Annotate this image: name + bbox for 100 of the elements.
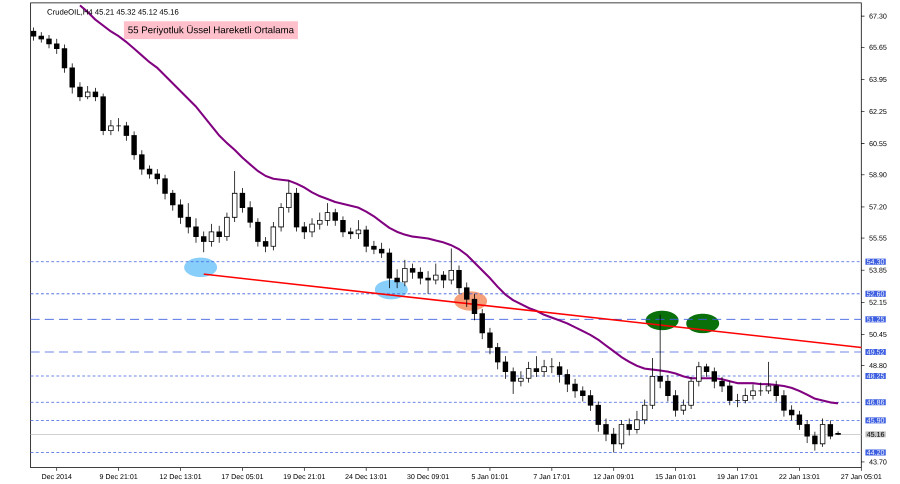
candlestick: [657, 314, 663, 389]
candlestick: [62, 44, 68, 74]
candlestick: [440, 270, 446, 289]
candlestick: [378, 242, 384, 258]
candlestick: [588, 390, 594, 412]
candlestick: [363, 225, 369, 253]
candlestick: [526, 361, 532, 383]
candlestick: [162, 174, 168, 200]
candlestick: [139, 150, 145, 176]
candlestick: [247, 200, 253, 228]
candlestick: [796, 410, 802, 430]
candlestick: [541, 360, 547, 378]
candlestick: [77, 82, 83, 102]
candlestick: [232, 170, 238, 222]
candlestick: [108, 120, 114, 136]
candlestick: [340, 216, 346, 238]
candlestick: [193, 218, 199, 244]
candlestick: [804, 420, 810, 444]
candlestick: [712, 367, 718, 389]
candlestick: [727, 380, 732, 406]
candlestick: [626, 418, 632, 436]
candlestick: [572, 378, 578, 398]
candlestick: [456, 265, 462, 294]
candlestick: [208, 223, 214, 247]
candlestick: [766, 361, 772, 394]
candlestick: [255, 218, 261, 247]
candlestick: [410, 263, 416, 280]
candlestick: [734, 394, 740, 408]
candlestick: [688, 376, 694, 410]
candlestick: [781, 390, 787, 417]
candlestick: [742, 388, 748, 404]
candlestick: [820, 418, 826, 448]
candlestick: [487, 327, 493, 355]
candlestick: [448, 248, 454, 285]
candlestick: [773, 380, 779, 402]
candlestick: [84, 86, 90, 100]
candlestick: [828, 420, 834, 440]
candlestick: [596, 401, 601, 432]
candlestick: [324, 202, 330, 226]
candlestick: [564, 368, 570, 392]
candlestick: [750, 384, 756, 400]
candlestick: [154, 168, 160, 185]
candlestick: [611, 428, 616, 453]
candlestick: [286, 180, 292, 213]
candlestick: [262, 236, 268, 253]
candlestick: [704, 363, 710, 378]
candlestick: [270, 222, 276, 251]
candlestick: [38, 32, 44, 43]
candlestick: [603, 418, 609, 442]
candlestick: [502, 356, 508, 380]
candlestick: [812, 431, 818, 451]
candlestick: [46, 34, 52, 49]
candlestick: [480, 308, 485, 340]
candlestick: [758, 382, 764, 396]
candlestick: [518, 370, 524, 387]
candlestick: [131, 130, 137, 160]
candlestick: [146, 164, 152, 179]
candlestick: [302, 222, 308, 240]
candlestick: [494, 342, 500, 370]
candlestick: [186, 202, 191, 234]
candlestick: [510, 367, 516, 394]
candlestick: [472, 293, 478, 321]
candlestick: [332, 208, 338, 226]
candlestick: [665, 374, 671, 402]
candlestick: [642, 399, 648, 425]
candlestick: [634, 410, 640, 434]
candlestick: [549, 358, 555, 374]
candlestick: [672, 390, 678, 417]
candlestick: [433, 263, 439, 285]
candlestick: [371, 240, 377, 254]
candlestick: [348, 227, 354, 240]
annotation: 55 Periyotluk Üssel Hareketli Ortalama: [128, 25, 294, 36]
candlestick: [534, 356, 540, 378]
candlestick: [680, 399, 686, 416]
candlestick: [719, 376, 725, 392]
candlestick: [69, 62, 75, 94]
candlestick: [356, 220, 362, 240]
candlestick: [394, 268, 400, 289]
candlestick: [216, 225, 222, 244]
candlestick: [464, 282, 470, 308]
candlestick: [170, 189, 176, 212]
candlestick: [309, 218, 315, 238]
candlestick: [418, 266, 424, 285]
candlestick: [580, 386, 586, 402]
candlestick: [278, 202, 284, 232]
candlestick: [124, 121, 130, 142]
candlestick: [556, 361, 562, 383]
candlestick: [240, 188, 246, 213]
candlestick: [201, 231, 206, 253]
candlestick: [92, 87, 98, 102]
candlestick: [696, 361, 702, 387]
candlestick: [317, 212, 322, 230]
candlestick: [618, 420, 624, 450]
candlestick: [402, 259, 408, 287]
candlestick: [224, 212, 230, 242]
candlestick: [788, 404, 794, 421]
candlestick: [178, 198, 184, 224]
candlestick: [425, 270, 431, 294]
candlestick: [54, 38, 60, 54]
candlestick: [116, 118, 122, 132]
